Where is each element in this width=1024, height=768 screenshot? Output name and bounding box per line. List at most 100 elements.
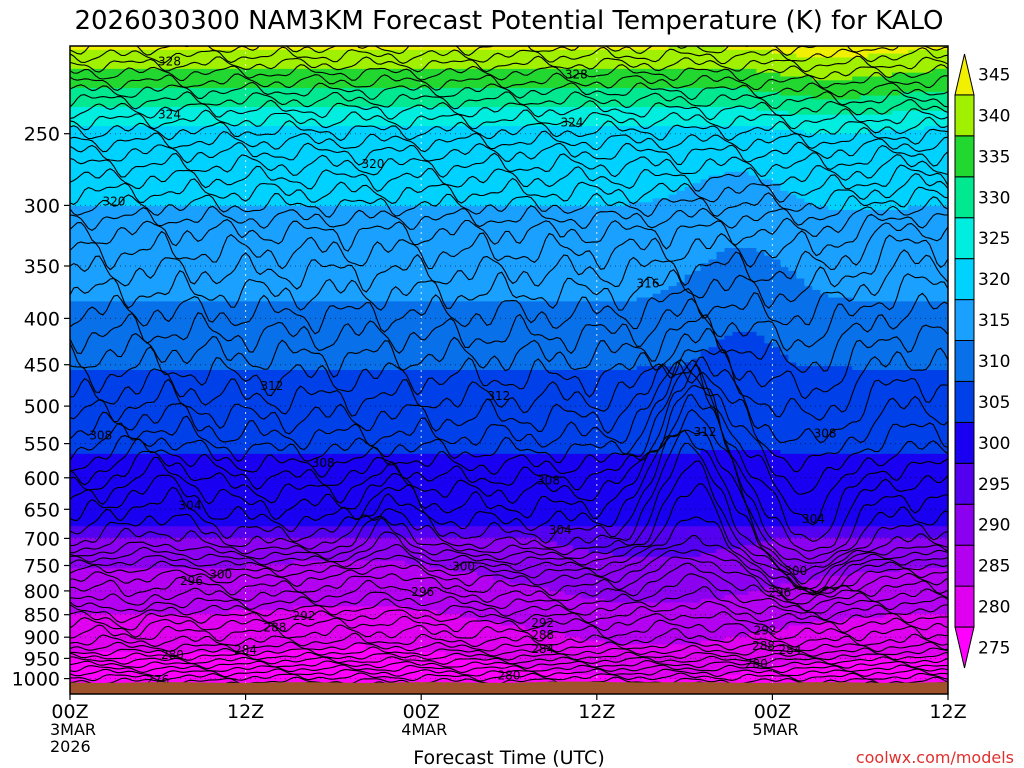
band-cell bbox=[269, 537, 279, 565]
band-cell bbox=[548, 633, 558, 672]
band-cell bbox=[828, 209, 837, 299]
band-cell bbox=[724, 450, 734, 527]
band-cell bbox=[509, 625, 518, 665]
band-cell bbox=[429, 652, 438, 694]
band-cell bbox=[812, 366, 821, 455]
band-cell bbox=[924, 72, 933, 93]
band-cell bbox=[644, 126, 654, 203]
band-cell bbox=[596, 301, 606, 371]
band-cell bbox=[341, 46, 350, 51]
band-cell bbox=[660, 49, 670, 70]
band-cell bbox=[692, 270, 702, 360]
band-cell bbox=[820, 57, 829, 81]
band-cell bbox=[764, 72, 773, 93]
band-cell bbox=[485, 46, 494, 51]
contour-line bbox=[70, 126, 948, 153]
band-cell bbox=[93, 652, 103, 694]
band-cell bbox=[149, 370, 159, 455]
band-cell bbox=[716, 106, 726, 127]
band-cell bbox=[109, 652, 119, 694]
band-cell bbox=[612, 106, 622, 127]
band-cell bbox=[197, 652, 207, 694]
band-cell bbox=[501, 625, 510, 665]
band-cell bbox=[349, 301, 358, 371]
band-cell bbox=[780, 526, 789, 539]
colorbar-tick-label: 315 bbox=[978, 311, 1010, 331]
band-cell bbox=[133, 613, 143, 653]
band-cell bbox=[708, 598, 718, 642]
band-cell bbox=[365, 526, 374, 539]
band-cell bbox=[756, 110, 766, 127]
band-cell bbox=[748, 46, 758, 51]
band-cell bbox=[445, 46, 454, 51]
band-cell bbox=[756, 126, 766, 181]
band-cell bbox=[261, 564, 271, 611]
band-cell bbox=[389, 87, 398, 108]
band-cell bbox=[788, 76, 797, 97]
contour-line bbox=[70, 359, 948, 526]
band-cell bbox=[852, 453, 861, 527]
band-cell bbox=[596, 68, 606, 89]
band-cell bbox=[229, 68, 239, 89]
contour-label-text: 288 bbox=[752, 639, 775, 653]
band-cell bbox=[165, 453, 175, 527]
band-cell bbox=[189, 526, 199, 539]
band-cell bbox=[900, 537, 909, 569]
band-cell bbox=[628, 87, 638, 108]
band-cell bbox=[293, 46, 303, 51]
band-cell bbox=[724, 106, 734, 127]
band-cell bbox=[261, 87, 271, 108]
band-cell bbox=[221, 537, 231, 569]
band-cell bbox=[125, 126, 135, 207]
band-cell bbox=[924, 568, 933, 615]
band-cell bbox=[389, 606, 398, 649]
band-cell bbox=[77, 370, 87, 455]
band-cell bbox=[309, 648, 319, 694]
band-cell bbox=[732, 248, 742, 333]
band-cell bbox=[165, 68, 175, 89]
band-cell bbox=[509, 68, 518, 89]
band-cell bbox=[876, 129, 885, 211]
band-cell bbox=[876, 370, 885, 455]
band-cell bbox=[932, 655, 941, 694]
band-cell bbox=[197, 537, 207, 569]
band-cell bbox=[141, 206, 151, 302]
contour-label: 312 bbox=[694, 425, 717, 439]
band-cell bbox=[828, 99, 837, 116]
band-cell bbox=[788, 362, 797, 455]
band-cell bbox=[333, 370, 342, 455]
band-cell bbox=[524, 68, 534, 89]
band-cell bbox=[469, 206, 478, 302]
band-cell bbox=[365, 301, 374, 371]
band-cell bbox=[868, 114, 877, 131]
band-cell bbox=[293, 68, 303, 89]
band-cell bbox=[357, 68, 366, 89]
band-cell bbox=[852, 526, 861, 539]
band-cell bbox=[117, 370, 127, 455]
band-cell bbox=[93, 126, 103, 207]
band-cell bbox=[580, 46, 590, 51]
band-cell bbox=[205, 526, 215, 539]
band-cell bbox=[253, 301, 263, 371]
band-cell bbox=[445, 301, 454, 371]
band-cell bbox=[501, 206, 510, 302]
band-cell bbox=[628, 202, 638, 302]
band-cell bbox=[109, 370, 119, 455]
band-cell bbox=[381, 68, 390, 89]
contour-label-text: 292 bbox=[754, 624, 777, 638]
band-cell bbox=[253, 106, 263, 127]
contour-line bbox=[70, 99, 948, 121]
band-cell bbox=[932, 370, 941, 455]
band-cell bbox=[325, 648, 334, 694]
band-cell bbox=[524, 537, 534, 585]
band-cell bbox=[548, 68, 558, 89]
band-cell bbox=[868, 76, 877, 97]
band-cell bbox=[229, 106, 239, 127]
contour-line bbox=[70, 173, 948, 218]
colorbar-segment bbox=[954, 626, 975, 669]
band-cell bbox=[501, 301, 510, 371]
band-cell bbox=[125, 526, 135, 539]
band-cell bbox=[165, 652, 175, 694]
band-cell bbox=[445, 106, 454, 127]
band-cell bbox=[461, 87, 470, 108]
